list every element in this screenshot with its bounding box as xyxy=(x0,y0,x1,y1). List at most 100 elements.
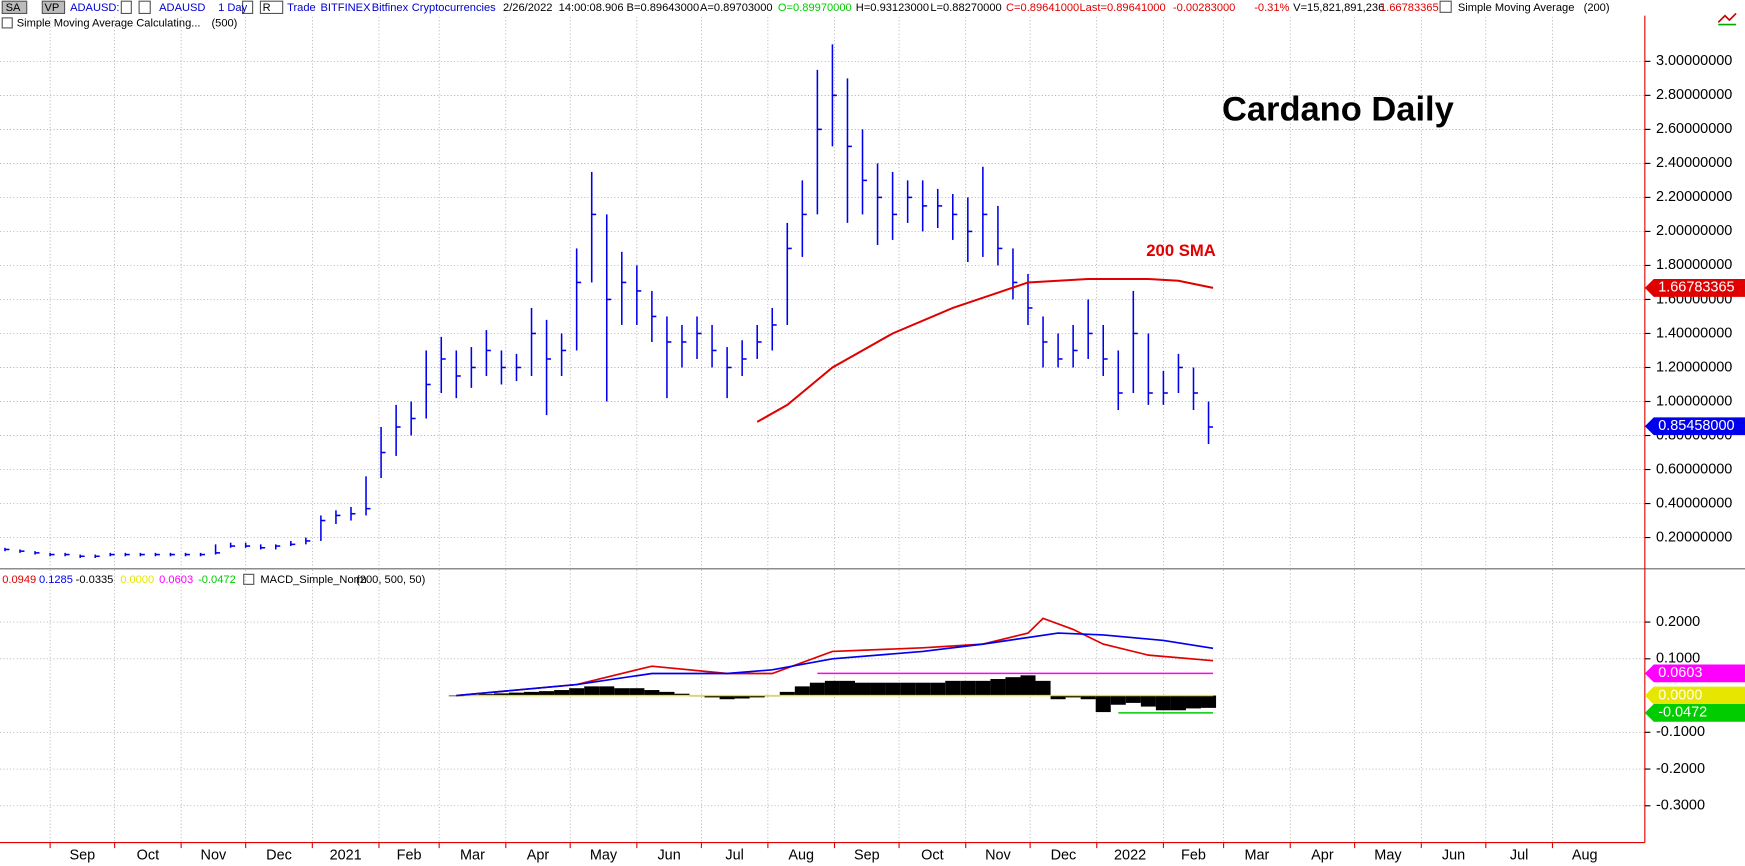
toolbar-text: VP xyxy=(45,2,60,14)
histogram-bar xyxy=(524,691,540,696)
indicator-readout: -0.0472 xyxy=(198,574,236,586)
dropdown[interactable] xyxy=(138,0,151,14)
y-tick-label: 2.60000000 xyxy=(1656,121,1732,137)
histogram-bar xyxy=(734,695,750,699)
y-tick-label: 0.1000 xyxy=(1656,651,1700,667)
x-tick-label: Dec xyxy=(1051,848,1077,864)
toolbar-text: 1 Day xyxy=(218,2,247,14)
x-tick-label: Nov xyxy=(201,848,227,864)
toolbar-text: Trade xyxy=(287,2,316,14)
histogram-bar xyxy=(975,680,991,696)
histogram-bar xyxy=(945,680,961,696)
histogram-bar xyxy=(794,686,810,696)
histogram-bar xyxy=(1155,695,1171,711)
y-tick-label: 1.40000000 xyxy=(1656,325,1732,341)
price-last-label-pointer xyxy=(1644,417,1745,436)
x-tick-label: May xyxy=(590,848,618,864)
histogram-bar xyxy=(1140,695,1156,707)
sma-last-label: 1.66783365 xyxy=(1658,280,1734,296)
histogram-bar xyxy=(1201,695,1217,708)
x-tick-label: Aug xyxy=(1572,848,1598,864)
histogram-bar xyxy=(674,693,690,696)
dropdown[interactable] xyxy=(120,0,132,14)
y-tick-label: 0.2000 xyxy=(1656,614,1700,630)
histogram-bar xyxy=(824,680,840,696)
y-tick-label: 0.40000000 xyxy=(1656,495,1732,511)
level-label: 0.0603 xyxy=(1658,665,1702,681)
x-tick-label: Oct xyxy=(137,848,159,864)
level-label-pointer xyxy=(1644,686,1745,705)
histogram-bar xyxy=(644,690,660,696)
histogram-bar xyxy=(659,691,675,696)
histogram-bar xyxy=(1080,695,1096,700)
toolbar-text: Simple Moving Average xyxy=(1458,2,1575,14)
close-box[interactable] xyxy=(243,573,255,585)
macd-line xyxy=(456,632,1214,697)
y-tick-label: -0.1000 xyxy=(1656,724,1705,740)
sma-line xyxy=(756,278,1214,423)
histogram-bar xyxy=(1065,695,1081,698)
toolbar-text: BITFINEX xyxy=(321,2,372,14)
toolbar-text: B=0.89643000 xyxy=(627,2,700,14)
histogram-bar xyxy=(1005,677,1021,696)
indicator-readout: 0.0603 xyxy=(159,574,193,586)
x-tick-label: Sep xyxy=(70,848,96,864)
histogram-bar xyxy=(885,682,901,696)
histogram-bar xyxy=(539,691,555,696)
toolbar-text: -0.00283000 xyxy=(1173,2,1235,14)
sma-last-label-pointer xyxy=(1644,279,1745,297)
range-button[interactable] xyxy=(259,0,284,14)
toolbar-text: ADAUSD xyxy=(159,2,205,14)
y-tick-label: 0.20000000 xyxy=(1656,529,1732,545)
histogram-bar xyxy=(809,682,825,696)
toolbar-text: H=0.93123000 xyxy=(856,2,929,14)
x-tick-label: 2022 xyxy=(1114,848,1146,864)
toolbar-text: (200) xyxy=(1584,2,1610,14)
symbol-button[interactable] xyxy=(1,0,28,14)
y-tick-label: 2.80000000 xyxy=(1656,87,1732,103)
toolbar-text: V=15,821,891,236 xyxy=(1293,2,1384,14)
histogram-bar xyxy=(1035,680,1051,696)
close-box[interactable] xyxy=(1,17,13,29)
indicator-readout: -0.0335 xyxy=(76,574,114,586)
histogram-bar xyxy=(960,680,976,696)
level-label-pointer xyxy=(1644,703,1745,722)
histogram-bar xyxy=(554,690,570,696)
y-tick-label: 3.00000000 xyxy=(1656,53,1732,69)
level-label: 0.0000 xyxy=(1658,687,1702,703)
y-tick-label: 0.60000000 xyxy=(1656,461,1732,477)
toolbar-text: SA xyxy=(6,2,21,14)
toolbar-text: C=0.89641000 xyxy=(1006,2,1079,14)
histogram-bar xyxy=(854,682,871,696)
x-tick-label: 2021 xyxy=(330,848,362,864)
toolbar-text: A=0.89703000 xyxy=(700,2,773,14)
histogram-bar xyxy=(614,688,630,696)
sma-annotation: 200 SMA xyxy=(1146,241,1216,260)
x-tick-label: Feb xyxy=(397,848,422,864)
y-tick-label: -0.2000 xyxy=(1656,761,1705,777)
histogram-bar xyxy=(990,679,1006,696)
price-last-label: 0.85458000 xyxy=(1658,418,1734,434)
indicator-label: (500) xyxy=(211,17,237,29)
dropdown[interactable] xyxy=(242,0,254,14)
y-tick-label: 2.20000000 xyxy=(1656,189,1732,205)
x-tick-label: Jun xyxy=(657,848,680,864)
toolbar-text: Cryptocurrencies xyxy=(412,2,496,14)
indicator-readout: 0.0949 xyxy=(2,574,36,586)
toolbar-text: ADAUSD: xyxy=(70,2,119,14)
y-tick-label: 1.20000000 xyxy=(1656,359,1732,375)
histogram-bar xyxy=(779,691,795,696)
histogram-bar xyxy=(478,694,494,696)
toolbar-text: 1.66783365 xyxy=(1380,2,1439,14)
histogram-bar xyxy=(915,682,931,696)
y-tick-label: 1.80000000 xyxy=(1656,257,1732,273)
x-tick-label: Apr xyxy=(1311,848,1334,864)
close-box[interactable] xyxy=(1439,0,1452,13)
toolbar-text: L=0.88270000 xyxy=(930,2,1001,14)
toolbar-text: -0.31% xyxy=(1254,2,1289,14)
indicator-readout: (200, 500, 50) xyxy=(356,574,425,586)
x-tick-label: Sep xyxy=(854,848,880,864)
toolbar-text: Bitfinex xyxy=(372,2,409,14)
vp-button[interactable] xyxy=(41,0,66,14)
